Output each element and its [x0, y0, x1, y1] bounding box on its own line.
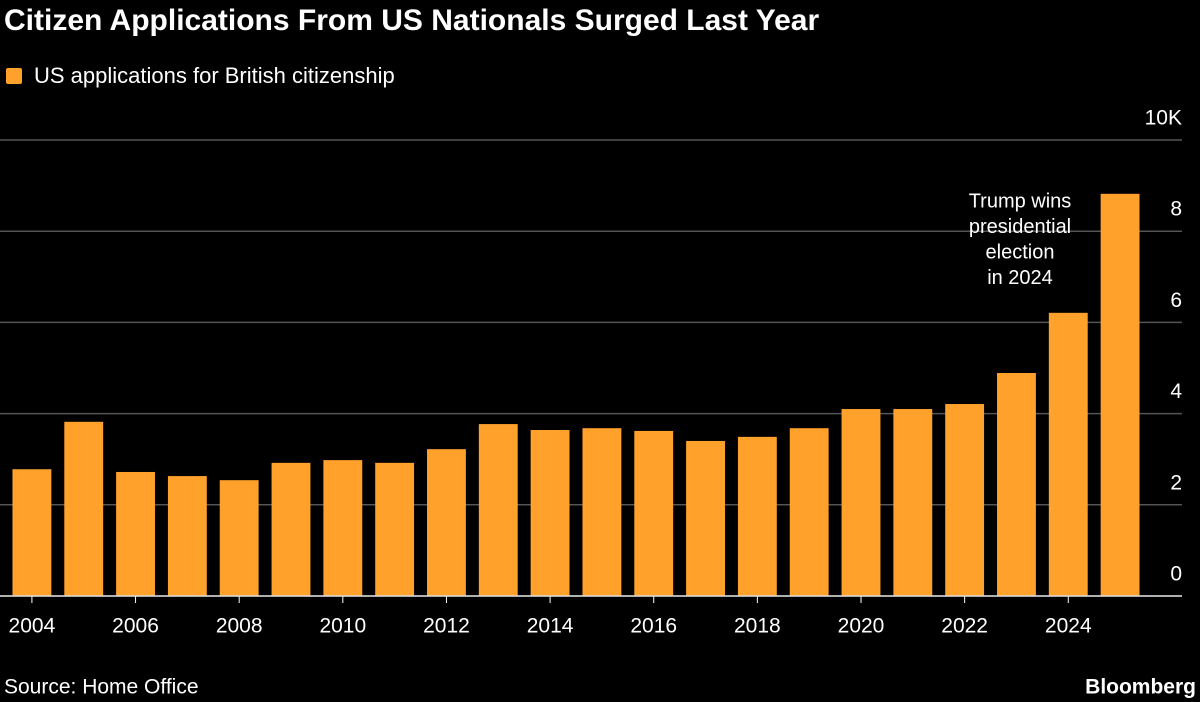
y-tick-label: 10K	[1145, 107, 1182, 130]
x-tick-label: 2006	[112, 615, 159, 638]
bar	[789, 428, 829, 596]
brand: Bloomberg	[1085, 676, 1196, 699]
x-tick-label: 2020	[838, 615, 885, 638]
y-tick-label: 2	[1170, 471, 1182, 494]
y-tick-label: 0	[1170, 563, 1182, 586]
y-tick-label: 8	[1170, 198, 1182, 221]
bar	[478, 424, 518, 596]
bar	[323, 460, 363, 596]
bar	[64, 421, 104, 596]
source: Source: Home Office	[4, 676, 199, 699]
bar	[530, 430, 570, 596]
x-tick-label: 2010	[319, 615, 366, 638]
y-tick-label: 4	[1170, 380, 1182, 403]
annotation: in 2024	[987, 267, 1053, 289]
bar	[167, 476, 207, 596]
bar	[634, 430, 674, 596]
bar	[686, 440, 725, 596]
bar	[737, 436, 777, 596]
bar	[219, 480, 259, 596]
bar	[116, 471, 155, 596]
legend-label: US applications for British citizenship	[34, 63, 395, 88]
bar	[997, 373, 1036, 596]
x-tick-label: 2016	[630, 615, 677, 638]
x-tick-label: 2024	[1045, 615, 1092, 638]
y-tick-label: 6	[1170, 289, 1182, 312]
bar	[375, 462, 415, 596]
chart-title: Citizen Applications From US Nationals S…	[4, 4, 819, 37]
x-tick-label: 2014	[527, 615, 574, 638]
x-tick-label: 2008	[216, 615, 263, 638]
bar	[12, 469, 52, 596]
bar	[1048, 312, 1088, 596]
annotation: presidential	[969, 216, 1071, 238]
bar	[945, 404, 985, 596]
annotation: election	[986, 241, 1055, 263]
bar	[1100, 193, 1140, 597]
bar	[271, 462, 311, 596]
legend-swatch	[6, 68, 22, 84]
x-tick-label: 2022	[941, 615, 988, 638]
bar	[893, 409, 933, 596]
x-tick-label: 2018	[734, 615, 781, 638]
annotation: Trump wins	[969, 190, 1072, 212]
x-tick-label: 2004	[9, 615, 56, 638]
bar	[841, 409, 881, 596]
bar	[427, 449, 466, 596]
bar	[582, 428, 622, 596]
x-tick-label: 2012	[423, 615, 470, 638]
